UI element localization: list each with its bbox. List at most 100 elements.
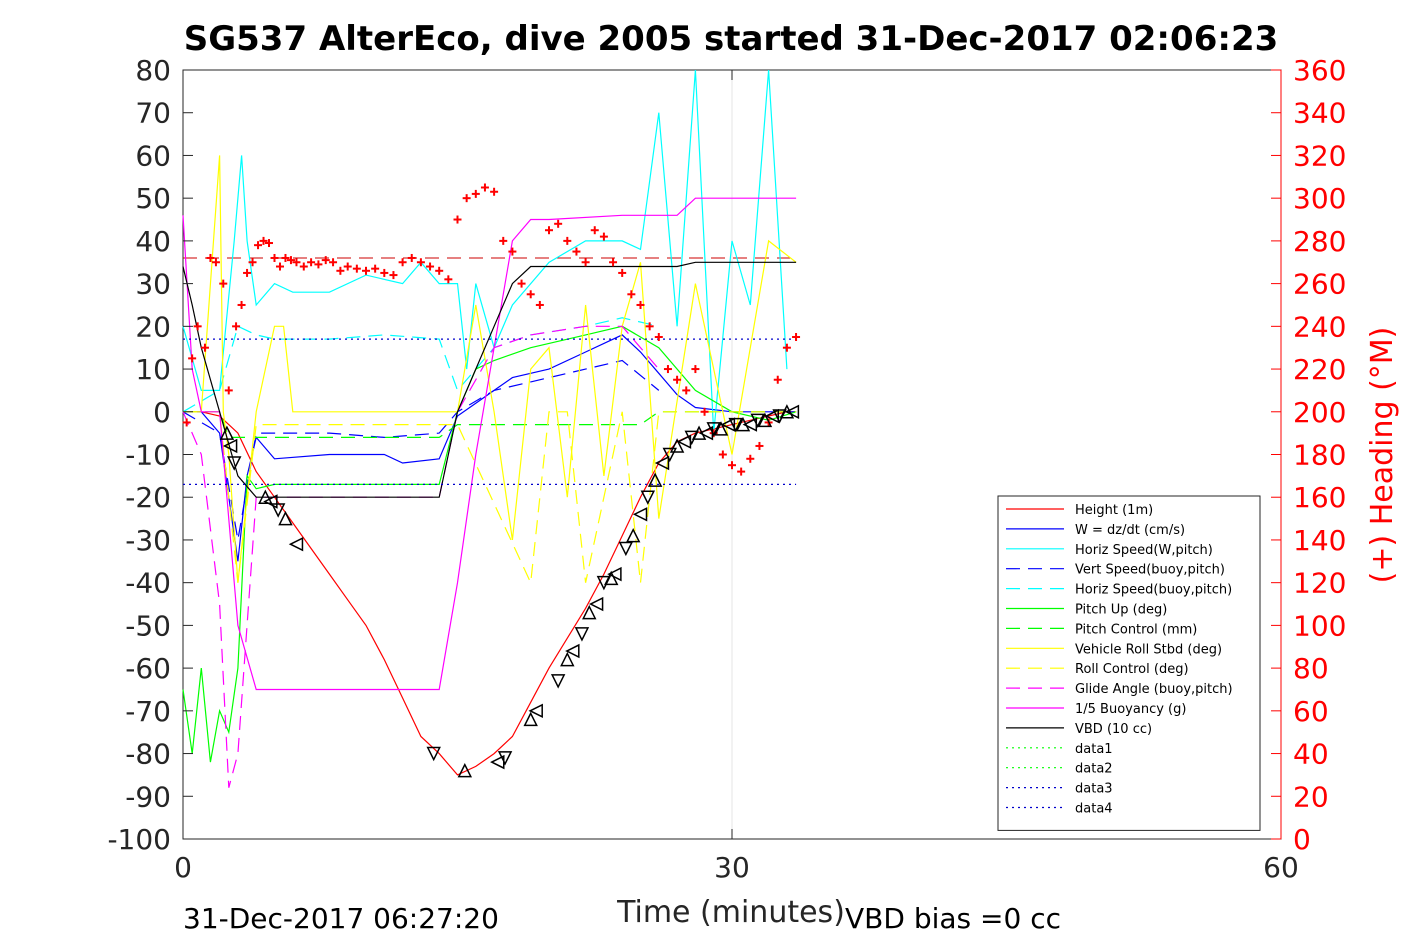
footer-vbd-bias: VBD bias =0 cc <box>845 902 1061 935</box>
depth-marker <box>779 404 795 419</box>
markers-layer <box>219 404 800 778</box>
heading-point <box>389 271 398 280</box>
heading-point <box>700 407 709 416</box>
heading-point <box>773 375 782 384</box>
heading-point <box>270 253 279 262</box>
heading-point <box>237 300 246 309</box>
legend-label: data2 <box>1075 762 1113 777</box>
depth-marker <box>632 507 648 522</box>
heading-point <box>746 454 755 463</box>
heading-point <box>292 258 301 267</box>
left-tick-label: -80 <box>125 738 171 771</box>
right-tick-label: 0 <box>1293 823 1311 856</box>
left-tick-label: -90 <box>125 780 171 813</box>
legend-label: Pitch Up (deg) <box>1075 603 1167 618</box>
heading-point <box>211 258 220 267</box>
right-tick-label: 60 <box>1293 695 1329 728</box>
heading-point <box>416 258 425 267</box>
depth-marker <box>618 541 634 557</box>
right-axis-label: (+) Heading (°M) <box>1365 327 1400 584</box>
left-tick-label: 30 <box>135 268 171 301</box>
x-tick-label: 60 <box>1263 851 1299 884</box>
right-tick-label: 100 <box>1293 609 1346 642</box>
left-tick-label: -20 <box>125 481 171 514</box>
heading-point <box>281 253 290 262</box>
heading-point <box>259 236 268 245</box>
depth-marker <box>784 404 800 419</box>
heading-point <box>462 194 471 203</box>
legend-label: data4 <box>1075 802 1113 817</box>
legend: Height (1m) W = dz/dt (cm/s) Horiz Speed(W… <box>997 495 1261 831</box>
depth-marker <box>219 425 235 440</box>
depth-marker <box>607 566 622 582</box>
heading-point <box>599 232 608 241</box>
right-tick-label: 320 <box>1293 139 1346 172</box>
depth-marker <box>565 643 580 659</box>
series-line-1 <box>183 334 797 562</box>
depth-marker <box>735 416 751 432</box>
depth-marker <box>523 711 538 727</box>
left-tick-label: -10 <box>125 439 171 472</box>
heading-point <box>352 264 361 273</box>
heading-point <box>219 279 228 288</box>
heading-point <box>718 450 727 459</box>
depth-marker <box>227 456 242 471</box>
depth-marker <box>757 412 773 428</box>
depth-marker <box>691 425 707 440</box>
heading-point <box>299 262 308 271</box>
heading-points-layer <box>182 183 801 476</box>
heading-point <box>673 375 682 384</box>
legend-box <box>997 495 1261 831</box>
x-axis-label: Time (minutes) <box>616 895 845 930</box>
left-tick-label: 50 <box>135 182 171 215</box>
heading-point <box>526 290 535 299</box>
depth-marker <box>497 751 513 766</box>
heading-point <box>444 275 453 284</box>
x-tick-label: 0 <box>174 851 192 884</box>
left-tick-label: 70 <box>135 97 171 130</box>
depth-marker <box>457 762 473 778</box>
right-tick-label: 200 <box>1293 396 1346 429</box>
right-tick-label: 280 <box>1293 225 1346 258</box>
right-tick-label: 340 <box>1293 97 1346 130</box>
heading-point <box>508 247 517 256</box>
right-tick-label: 220 <box>1293 353 1346 386</box>
heading-point <box>453 215 462 224</box>
heading-point <box>254 241 263 250</box>
heading-point <box>554 219 563 228</box>
left-tick-label: -30 <box>125 524 171 557</box>
depth-marker <box>550 674 566 689</box>
depth-marker <box>426 746 441 762</box>
right-tick-label: 40 <box>1293 738 1329 771</box>
heading-point <box>627 290 636 299</box>
depth-marker <box>222 438 238 454</box>
heading-point <box>471 189 480 198</box>
heading-point <box>435 266 444 275</box>
heading-point <box>398 258 407 267</box>
heading-point <box>755 441 764 450</box>
right-tick-label: 300 <box>1293 182 1346 215</box>
legend-label: Horiz Speed(buoy,pitch) <box>1075 583 1232 598</box>
heading-point <box>380 268 389 277</box>
left-tick-label: -60 <box>125 652 171 685</box>
right-tick-label: 180 <box>1293 439 1346 472</box>
heading-point <box>343 262 352 271</box>
heading-point <box>581 258 590 267</box>
heading-point <box>321 256 330 265</box>
heading-point <box>243 268 252 277</box>
depth-marker <box>582 604 597 620</box>
x-tick-label: 30 <box>714 851 750 884</box>
heading-point <box>563 236 572 245</box>
legend-label: Vert Speed(buoy,pitch) <box>1075 563 1225 578</box>
right-tick-label: 140 <box>1293 524 1346 557</box>
heading-point <box>663 365 672 374</box>
series-line-6 <box>183 411 797 438</box>
heading-point <box>572 247 581 256</box>
depth-marker <box>647 472 663 487</box>
left-tick-label: 10 <box>135 353 171 386</box>
heading-point <box>265 239 274 248</box>
heading-point <box>517 279 526 288</box>
heading-point <box>248 258 257 267</box>
depth-marker <box>278 510 293 526</box>
